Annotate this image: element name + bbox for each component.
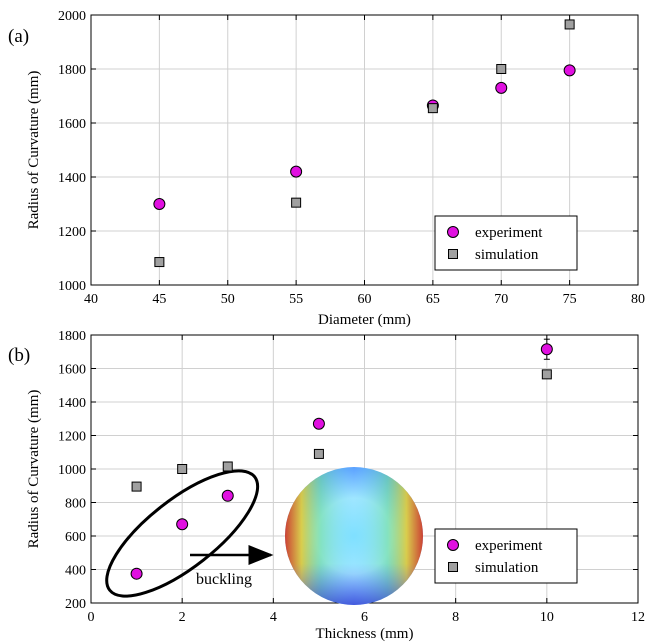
legend-experiment-marker xyxy=(448,540,459,551)
y-tick-label: 1200 xyxy=(58,225,86,240)
experiment-point xyxy=(154,199,165,210)
x-tick-label: 45 xyxy=(152,292,166,307)
y-axis-label: Radius of Curvature (mm) xyxy=(26,71,42,230)
x-tick-label: 8 xyxy=(452,610,459,625)
buckling-disc-gradient-y xyxy=(285,467,423,605)
y-tick-label: 1800 xyxy=(58,63,86,78)
simulation-point xyxy=(292,198,301,207)
simulation-point xyxy=(542,370,551,379)
experiment-point xyxy=(177,519,188,530)
x-tick-label: 75 xyxy=(563,292,577,307)
y-tick-label: 1800 xyxy=(58,329,86,344)
y-tick-label: 600 xyxy=(65,530,86,545)
x-tick-label: 4 xyxy=(270,610,277,625)
x-tick-label: 50 xyxy=(221,292,235,307)
legend: experiment simulation xyxy=(435,216,577,270)
y-axis-label: Radius of Curvature (mm) xyxy=(26,390,42,549)
y-tick-label: 1600 xyxy=(58,117,86,132)
experiment-point xyxy=(222,490,233,501)
simulation-point xyxy=(497,65,506,74)
experiment-point xyxy=(541,344,552,355)
x-tick-label: 0 xyxy=(88,610,95,625)
simulation-point xyxy=(223,462,232,471)
simulation-point xyxy=(428,104,437,113)
experiment-point xyxy=(131,568,142,579)
y-tick-label: 800 xyxy=(65,497,86,512)
x-axis-label: Diameter (mm) xyxy=(318,312,411,328)
x-tick-label: 60 xyxy=(358,292,372,307)
y-tick-label: 1000 xyxy=(58,463,86,478)
legend-label: experiment xyxy=(475,225,543,241)
y-tick-label: 200 xyxy=(65,597,86,612)
legend-simulation-marker xyxy=(449,563,458,572)
x-tick-label: 70 xyxy=(494,292,508,307)
y-tick-label: 1400 xyxy=(58,171,86,186)
x-tick-label: 12 xyxy=(631,610,645,625)
simulation-point xyxy=(178,465,187,474)
panel-label: (a) xyxy=(8,26,29,47)
y-tick-label: 2000 xyxy=(58,9,86,24)
x-tick-label: 10 xyxy=(540,610,554,625)
x-axis-label: Thickness (mm) xyxy=(316,626,414,642)
experiment-point xyxy=(291,166,302,177)
y-tick-label: 1200 xyxy=(58,430,86,445)
x-tick-label: 6 xyxy=(361,610,368,625)
legend-experiment-marker xyxy=(448,227,459,238)
x-tick-label: 65 xyxy=(426,292,440,307)
experiment-point xyxy=(496,82,507,93)
legend-label: simulation xyxy=(475,247,539,263)
simulation-point xyxy=(155,258,164,267)
legend-label: experiment xyxy=(475,538,543,554)
simulation-point xyxy=(132,482,141,491)
buckling-annotation: buckling xyxy=(196,571,252,588)
panel-label: (b) xyxy=(8,345,30,366)
chart-panel-b: 0 2 4 6 8 10 12 200 400 600 800 1000 1200 1400 1600 180… xyxy=(8,329,645,642)
legend: experiment simulation xyxy=(435,529,577,583)
y-tick-label: 400 xyxy=(65,564,86,579)
simulation-point xyxy=(314,449,323,458)
legend-simulation-marker xyxy=(449,250,458,259)
y-tick-label: 1400 xyxy=(58,396,86,411)
x-tick-label: 40 xyxy=(84,292,98,307)
y-tick-label: 1600 xyxy=(58,363,86,378)
simulation-point xyxy=(565,20,574,29)
experiment-point xyxy=(564,65,575,76)
y-tick-label: 1000 xyxy=(58,279,86,294)
legend-label: simulation xyxy=(475,560,539,576)
x-tick-label: 55 xyxy=(289,292,303,307)
experiment-point xyxy=(313,418,324,429)
x-tick-label: 2 xyxy=(179,610,186,625)
chart-panel-a: 40 45 50 55 60 65 70 75 80 1000 1200 1400 1600 1800 20… xyxy=(8,9,645,328)
x-tick-label: 80 xyxy=(631,292,645,307)
